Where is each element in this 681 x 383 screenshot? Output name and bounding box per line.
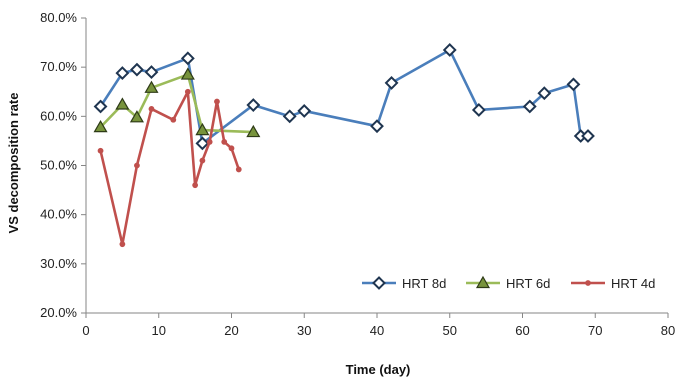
x-tick-label: 80 (661, 323, 675, 338)
data-point (180, 51, 195, 66)
x-tick-label: 60 (515, 323, 529, 338)
data-point (384, 75, 399, 90)
data-point (115, 66, 130, 80)
y-tick-label: 40.0% (40, 207, 77, 222)
data-point (199, 157, 206, 164)
x-axis-title: Time (day) (346, 362, 411, 377)
data-point (522, 99, 537, 114)
y-tick-label: 20.0% (40, 305, 77, 320)
data-point (93, 119, 108, 133)
x-tick-label: 0 (82, 323, 89, 338)
series-layer (93, 43, 595, 248)
y-tick-label: 60.0% (40, 108, 77, 123)
x-tick-label: 10 (152, 323, 166, 338)
data-point (115, 97, 130, 110)
y-tick-label: 70.0% (40, 59, 77, 74)
axes: 20.0% 30.0% 40.0% 50.0% 60.0% 70.0% 80.0% 0 10 20… (40, 10, 675, 338)
data-point (471, 103, 486, 117)
data-point (97, 147, 104, 154)
data-point (192, 182, 199, 189)
y-tick-label: 50.0% (40, 158, 77, 173)
legend-label: HRT 8d (402, 276, 446, 291)
data-point (537, 86, 552, 101)
data-point (282, 109, 297, 124)
data-point (566, 77, 581, 92)
data-point (228, 145, 235, 152)
series-hrt-8d (93, 43, 595, 151)
legend-item: HRT 6d (466, 275, 550, 291)
data-point (442, 43, 457, 57)
x-tick-label: 50 (443, 323, 457, 338)
legend-label: HRT 4d (611, 276, 655, 291)
data-point (581, 129, 595, 143)
legend-swatch-marker (372, 276, 386, 290)
data-point (246, 98, 261, 112)
y-axis-title: VS decomposition rate (6, 93, 21, 234)
data-point (297, 104, 312, 118)
data-point (144, 65, 159, 79)
data-point (134, 162, 140, 169)
legend-swatch-marker (475, 275, 491, 289)
data-point (148, 106, 155, 112)
data-point (206, 139, 213, 145)
y-tick-label: 30.0% (40, 256, 77, 271)
data-point (184, 88, 191, 95)
legend-label: HRT 6d (506, 276, 550, 291)
legend-item: HRT 8d (362, 276, 446, 291)
series-hrt-4d (97, 88, 242, 248)
data-point (235, 166, 242, 173)
series-hrt-6d (93, 67, 261, 138)
data-point (221, 139, 228, 145)
data-point (129, 110, 144, 123)
data-point (370, 119, 384, 134)
data-point (180, 67, 195, 80)
x-tick-label: 30 (297, 323, 311, 338)
x-tick-label: 40 (370, 323, 384, 338)
data-point (246, 124, 261, 138)
x-tick-label: 20 (224, 323, 238, 338)
data-point (195, 122, 210, 136)
series-line (99, 90, 241, 246)
legend: HRT 8d HRT 6d HRT 4d (362, 275, 655, 291)
data-point (195, 136, 210, 151)
series-line (99, 48, 588, 145)
data-point (214, 98, 220, 105)
x-tick-label: 70 (588, 323, 602, 338)
data-point (93, 99, 108, 114)
data-point (144, 80, 159, 93)
data-point (130, 62, 144, 77)
data-point (119, 241, 126, 248)
legend-swatch-marker (585, 280, 591, 286)
data-point (170, 116, 177, 123)
legend-item: HRT 4d (571, 276, 655, 291)
y-tick-label: 80.0% (40, 10, 77, 25)
